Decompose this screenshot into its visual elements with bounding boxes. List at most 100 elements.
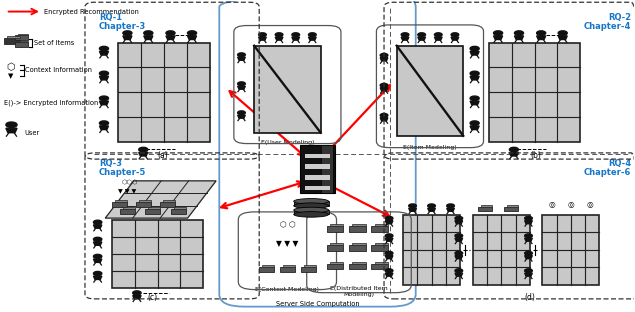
Circle shape [93, 271, 102, 275]
Bar [352, 243, 366, 245]
Circle shape [275, 33, 283, 37]
Bar [18, 34, 28, 35]
Bar [148, 207, 161, 209]
Bar [112, 202, 127, 207]
Polygon shape [470, 76, 479, 80]
Polygon shape [470, 126, 479, 129]
Bar [300, 145, 335, 193]
Circle shape [100, 71, 109, 76]
Text: ◎: ◎ [587, 200, 593, 209]
Polygon shape [418, 37, 425, 40]
Text: (a): (a) [157, 151, 168, 160]
Bar [330, 224, 344, 227]
Bar [294, 210, 328, 214]
Polygon shape [385, 221, 393, 224]
Text: E(User Modeling): E(User Modeling) [260, 140, 314, 145]
Bar [352, 262, 366, 264]
Bar [472, 215, 530, 285]
Bar [330, 262, 344, 264]
Bar [481, 205, 492, 207]
Text: RQ-4: RQ-4 [608, 159, 631, 168]
Circle shape [237, 111, 245, 115]
Polygon shape [93, 276, 102, 280]
Bar [349, 227, 366, 232]
Bar [283, 265, 295, 267]
Bar [397, 46, 463, 136]
Bar [171, 209, 185, 214]
Text: Chapter-5: Chapter-5 [99, 168, 146, 177]
Text: E(Item Modeling): E(Item Modeling) [403, 144, 457, 149]
Bar [349, 245, 366, 251]
Bar [403, 215, 460, 285]
Circle shape [514, 31, 523, 35]
Circle shape [537, 31, 545, 35]
Bar [330, 243, 344, 245]
Polygon shape [144, 36, 153, 40]
Polygon shape [385, 238, 393, 241]
Circle shape [93, 220, 102, 224]
Circle shape [451, 33, 458, 37]
Text: Set of Items: Set of Items [34, 40, 74, 46]
Bar [305, 186, 330, 190]
Circle shape [166, 31, 175, 35]
Bar [123, 207, 135, 209]
Bar [115, 200, 127, 202]
Circle shape [470, 96, 479, 100]
Bar [136, 202, 151, 207]
Text: (d): (d) [525, 293, 535, 302]
Bar [371, 245, 388, 251]
Circle shape [455, 234, 463, 238]
Polygon shape [292, 37, 300, 40]
Bar [327, 227, 344, 232]
Polygon shape [525, 238, 532, 241]
Polygon shape [514, 36, 523, 40]
Circle shape [380, 53, 388, 57]
Text: User: User [25, 130, 40, 136]
Polygon shape [133, 295, 141, 299]
Bar [120, 209, 135, 214]
Circle shape [385, 234, 393, 238]
Circle shape [309, 33, 316, 37]
Circle shape [418, 33, 425, 37]
Text: E()-> Encrypted Information: E()-> Encrypted Information [4, 100, 98, 106]
Polygon shape [385, 256, 393, 259]
Circle shape [434, 33, 442, 37]
Bar [352, 224, 366, 227]
Circle shape [428, 204, 436, 208]
Polygon shape [93, 242, 102, 245]
Text: RQ-3: RQ-3 [99, 159, 122, 168]
Bar [15, 35, 28, 40]
Polygon shape [100, 126, 109, 129]
Bar [305, 164, 330, 169]
Circle shape [100, 96, 109, 100]
Circle shape [380, 114, 388, 117]
Polygon shape [385, 273, 393, 276]
Circle shape [470, 46, 479, 51]
Polygon shape [237, 115, 245, 118]
Polygon shape [187, 36, 197, 40]
Polygon shape [105, 181, 216, 218]
Polygon shape [493, 36, 503, 40]
Text: RQ-2: RQ-2 [608, 13, 631, 22]
Polygon shape [537, 36, 545, 40]
Text: Chapter-6: Chapter-6 [584, 168, 631, 177]
Circle shape [455, 269, 463, 273]
Bar [375, 262, 388, 264]
Text: Encrypted Recommendation: Encrypted Recommendation [44, 8, 138, 15]
Polygon shape [258, 37, 266, 40]
Bar [262, 265, 274, 267]
Bar [294, 201, 328, 206]
Circle shape [123, 31, 132, 35]
Bar [7, 36, 20, 38]
Polygon shape [451, 37, 458, 40]
Bar [259, 267, 274, 272]
Circle shape [385, 251, 393, 255]
Circle shape [493, 31, 503, 35]
Polygon shape [455, 221, 463, 224]
Circle shape [187, 31, 197, 35]
Circle shape [93, 254, 102, 258]
Bar [478, 207, 492, 211]
Polygon shape [470, 51, 479, 55]
Ellipse shape [294, 198, 328, 204]
Bar [321, 145, 333, 193]
